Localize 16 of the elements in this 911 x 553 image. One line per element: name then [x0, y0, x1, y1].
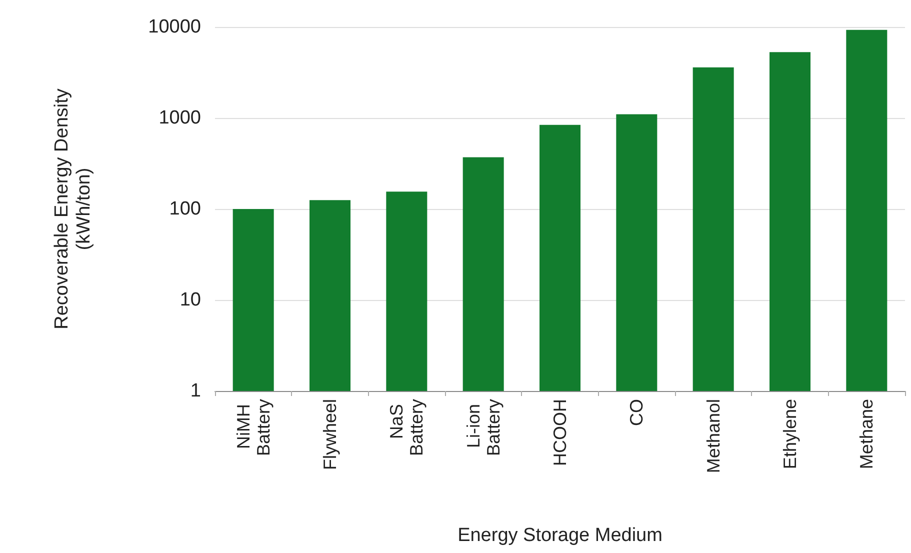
x-tick-label: Li-ion Battery [463, 399, 504, 456]
x-tick-label: Methanol [703, 399, 724, 474]
y-tick-label: 100 [169, 198, 201, 220]
x-tick-label: Flywheel [320, 399, 340, 470]
y-tick-label: 1000 [158, 108, 201, 128]
y-tick-label: 10 [180, 290, 201, 310]
x-tick-label: CO [626, 399, 647, 426]
y-axis-title: Recoverable Energy Density (kWh/ton) [52, 88, 94, 330]
x-tick-label: Methane [856, 399, 877, 470]
x-tick-label: NiMH Battery [233, 399, 274, 456]
x-tick-label: HCOOH [550, 399, 570, 466]
x-tick-label: Ethylene [780, 399, 800, 470]
y-tick-label: 10000 [148, 16, 201, 38]
x-axis-title: Energy Storage Medium [458, 525, 662, 546]
y-tick-label: 1 [190, 380, 201, 402]
x-tick-label: NaS Battery [386, 399, 427, 456]
